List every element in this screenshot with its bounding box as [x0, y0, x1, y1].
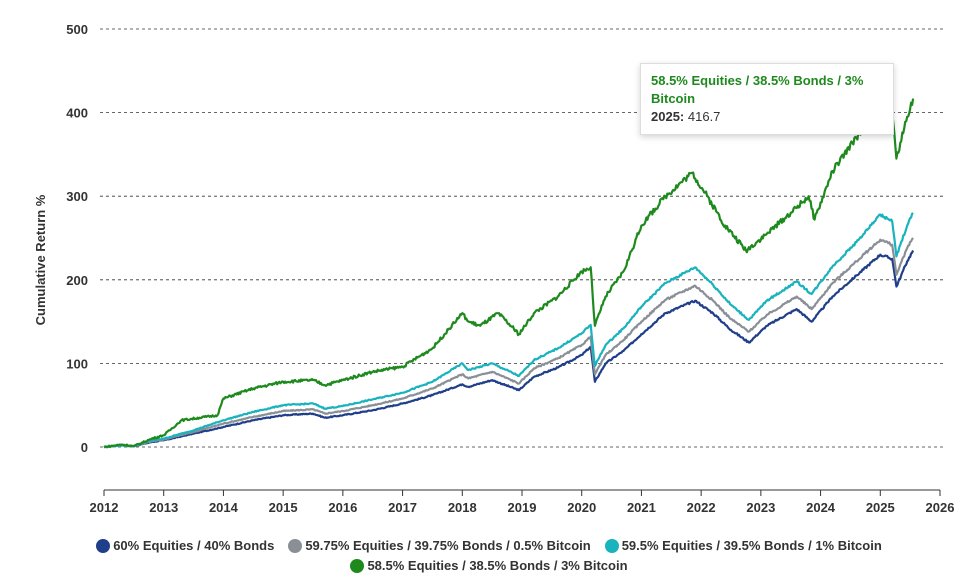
legend-swatch-icon — [288, 539, 303, 553]
data-tooltip: 58.5% Equities / 38.5% Bonds / 3% Bitcoi… — [640, 63, 894, 135]
x-tick-label: 2013 — [149, 500, 178, 515]
legend-item[interactable]: 60% Equities / 40% Bonds — [96, 536, 274, 556]
legend-swatch-icon — [604, 539, 619, 553]
x-tick-label: 2021 — [627, 500, 656, 515]
x-tick-label: 2024 — [806, 500, 836, 515]
legend-row: 58.5% Equities / 38.5% Bonds / 3% Bitcoi… — [0, 556, 978, 576]
x-tick-label: 2023 — [746, 500, 775, 515]
legend-label: 59.5% Equities / 39.5% Bonds / 1% Bitcoi… — [621, 538, 882, 553]
y-axis-title: Cumulative Return % — [33, 194, 48, 325]
y-tick-label: 200 — [66, 273, 88, 288]
series-lines — [103, 98, 915, 449]
x-tick-label: 2026 — [926, 500, 955, 515]
y-tick-label: 100 — [66, 356, 88, 371]
legend-swatch-icon — [96, 539, 111, 553]
tooltip-series-name: 58.5% Equities / 38.5% Bonds / 3% Bitcoi… — [651, 73, 864, 106]
series-line — [103, 250, 915, 449]
line-chart: 0 100 200 300 400 500 2012 2013 2014 2015 2016 2017… — [33, 22, 954, 515]
x-tick-label: 2016 — [328, 500, 357, 515]
x-tick-label: 2014 — [209, 500, 239, 515]
chart-legend: 60% Equities / 40% Bonds 59.75% Equities … — [0, 536, 978, 576]
legend-label: 60% Equities / 40% Bonds — [113, 538, 275, 553]
series-line — [103, 98, 915, 449]
x-tick-label: 2025 — [866, 500, 895, 515]
axis-ticks: 0 100 200 300 400 500 2012 2013 2014 2015 2016 2017… — [66, 22, 954, 515]
tooltip-value: 416.7 — [687, 109, 721, 124]
tooltip-year: 2025: — [651, 109, 685, 124]
series-line — [103, 212, 914, 449]
x-tick-label: 2017 — [388, 500, 417, 515]
series-line — [103, 237, 914, 449]
legend-item[interactable]: 58.5% Equities / 38.5% Bonds / 3% Bitcoi… — [350, 556, 628, 576]
legend-item[interactable]: 59.5% Equities / 39.5% Bonds / 1% Bitcoi… — [604, 536, 882, 556]
x-tick-label: 2022 — [687, 500, 716, 515]
y-tick-label: 400 — [66, 106, 88, 121]
legend-label: 59.75% Equities / 39.75% Bonds / 0.5% Bi… — [305, 538, 591, 553]
legend-row: 60% Equities / 40% Bonds 59.75% Equities … — [0, 536, 978, 556]
legend-item[interactable]: 59.75% Equities / 39.75% Bonds / 0.5% Bi… — [288, 536, 591, 556]
x-tick-label: 2015 — [269, 500, 298, 515]
tooltip-value-row: 2025: 416.7 — [651, 108, 883, 126]
y-tick-label: 500 — [66, 22, 88, 37]
y-tick-label: 0 — [81, 440, 88, 455]
y-tick-label: 300 — [66, 189, 88, 204]
x-tick-label: 2020 — [567, 500, 596, 515]
x-tick-label: 2012 — [90, 500, 119, 515]
x-tick-label: 2019 — [508, 500, 537, 515]
x-tick-label: 2018 — [448, 500, 477, 515]
legend-label: 58.5% Equities / 38.5% Bonds / 3% Bitcoi… — [367, 558, 628, 573]
legend-swatch-icon — [350, 559, 365, 573]
